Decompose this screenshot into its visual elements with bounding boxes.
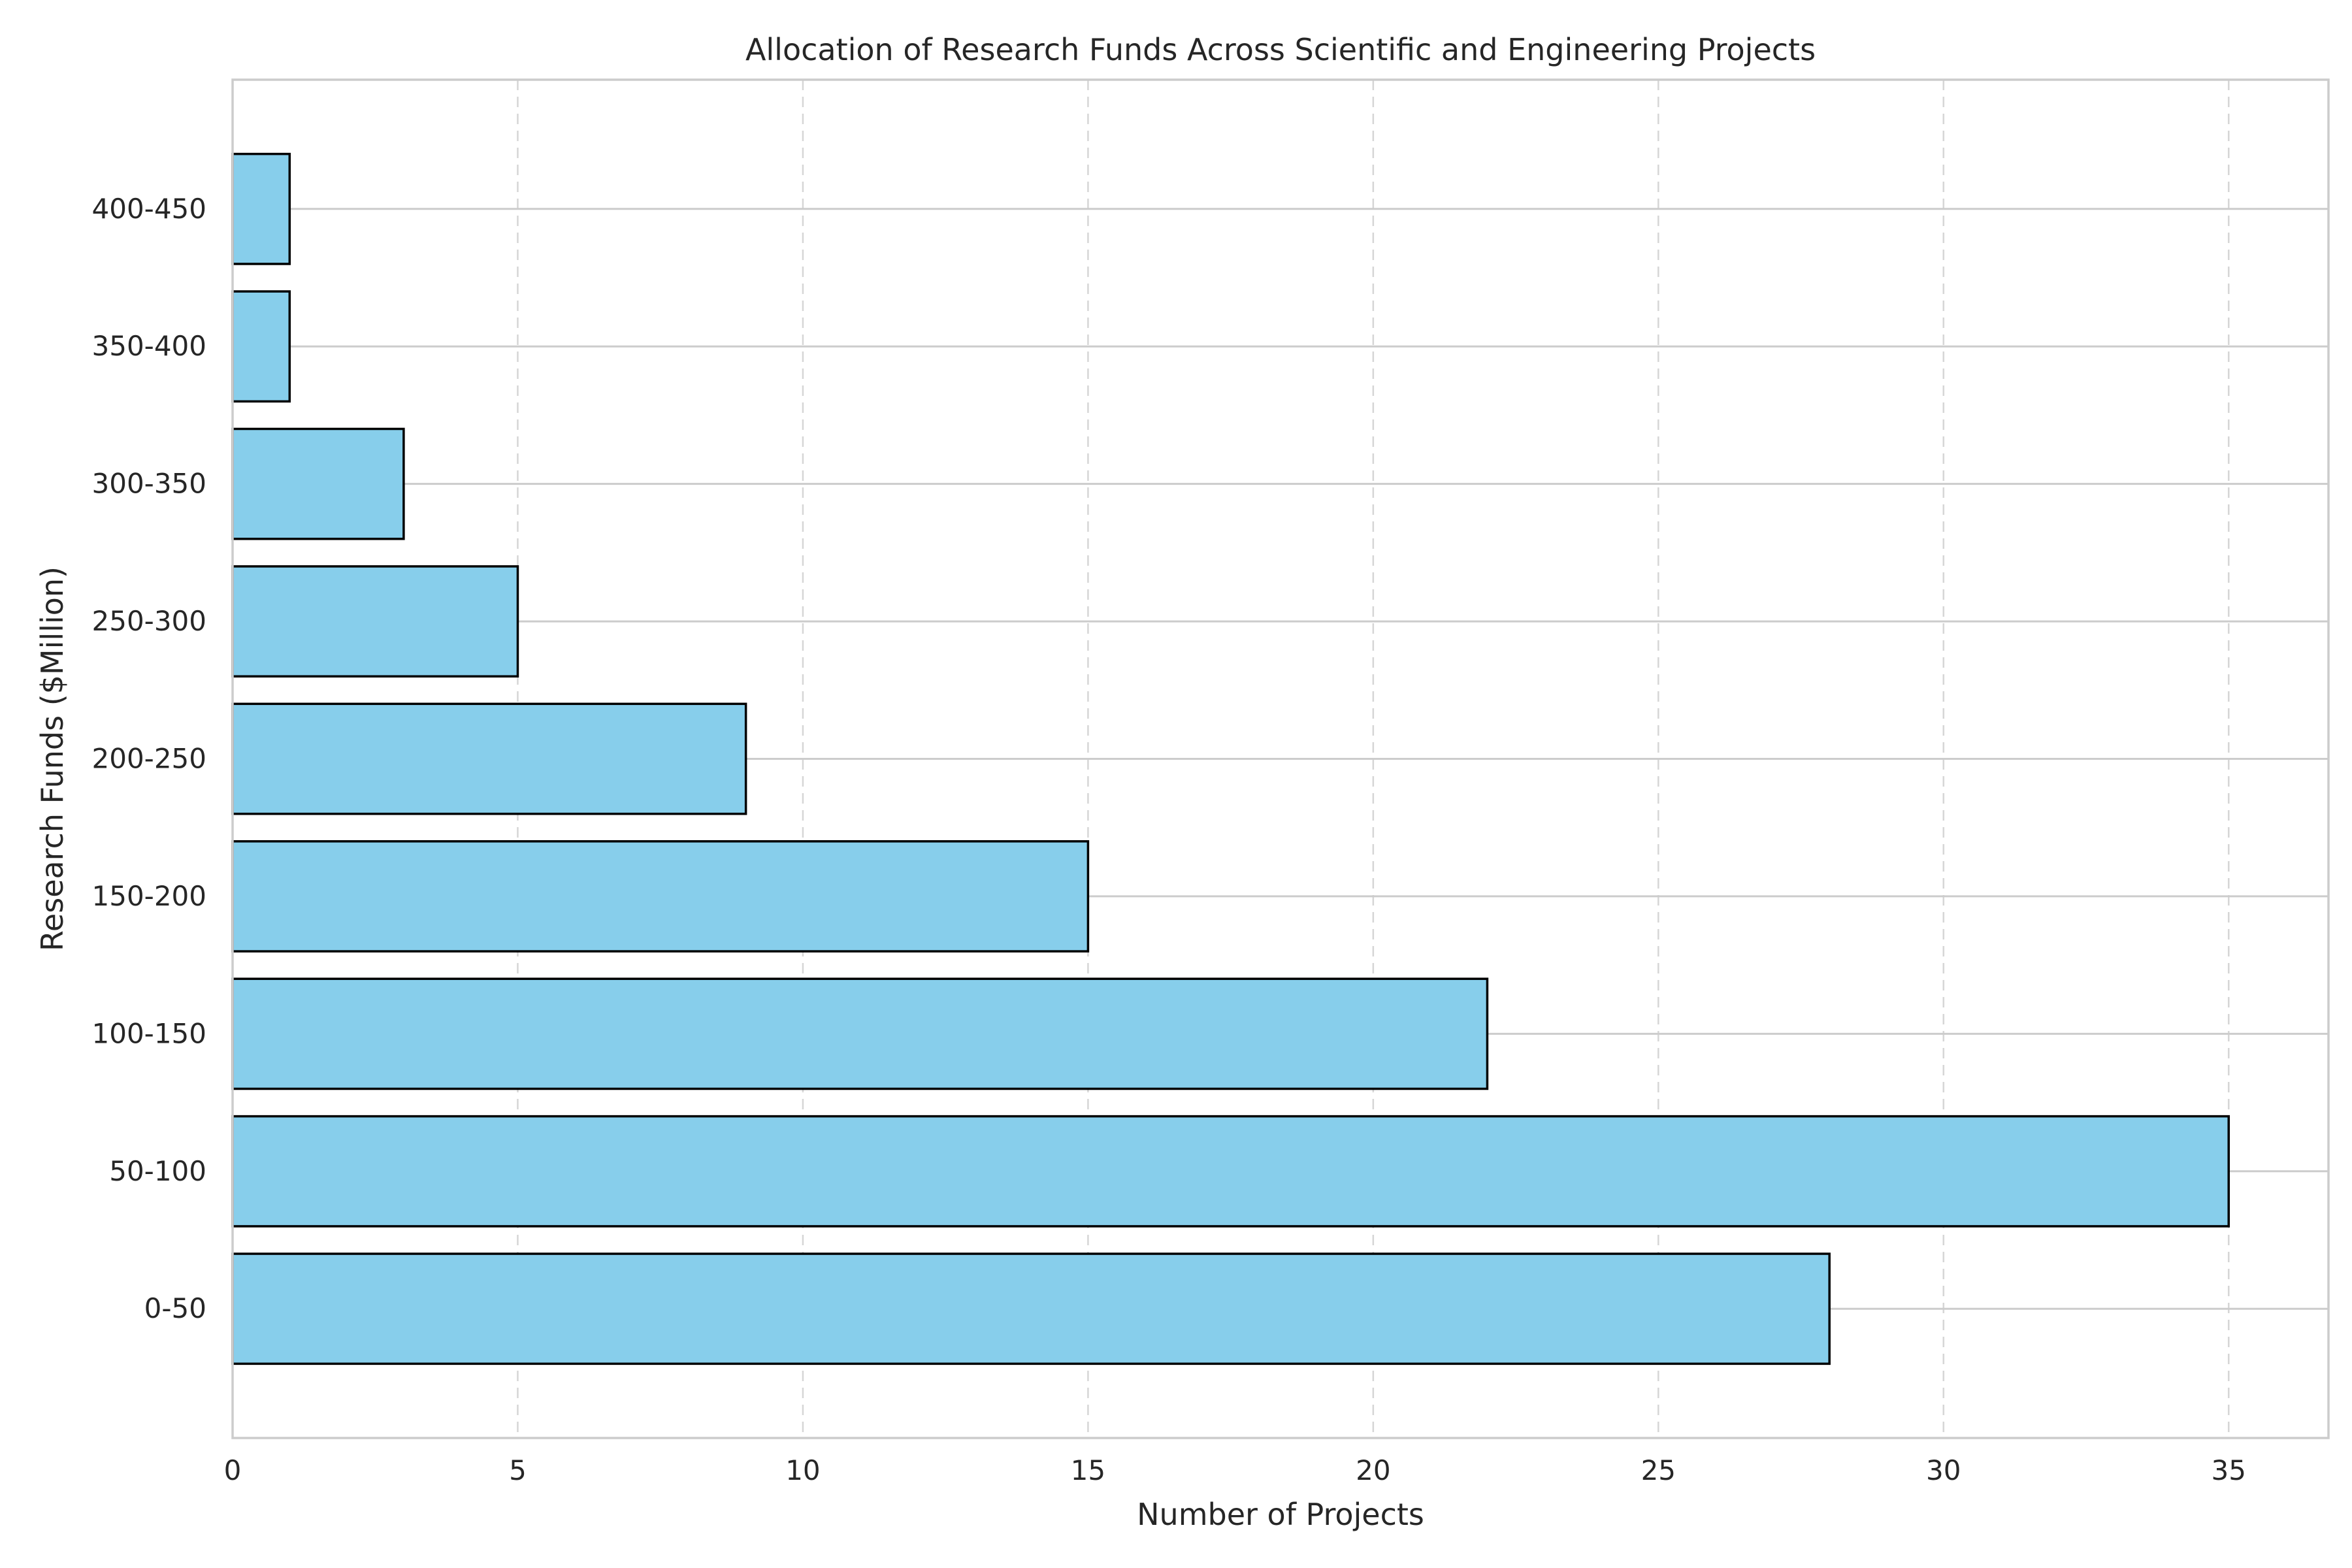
- x-tick-label: 25: [1641, 1454, 1676, 1486]
- y-tick-label: 0-50: [144, 1292, 206, 1324]
- x-tick-label: 15: [1071, 1454, 1105, 1486]
- plot-frame: [231, 78, 2330, 1439]
- y-tick-label: 100-150: [92, 1017, 207, 1049]
- axis-ticks: 0 5 10 15 20 25 30 35 0-50 50-100 100-150 150-200 20…: [92, 193, 2246, 1486]
- bars: [231, 152, 2230, 1365]
- chart-title: Allocation of Research Funds Across Scie…: [745, 32, 1816, 67]
- bar-150-200: [231, 840, 1090, 953]
- x-tick-label: 35: [2212, 1454, 2246, 1486]
- x-tick-label: 0: [224, 1454, 242, 1486]
- x-axis-label: Number of Projects: [1137, 1497, 1424, 1532]
- bar-200-250: [231, 702, 747, 815]
- y-tick-label: 350-400: [92, 330, 207, 362]
- y-tick-label: 400-450: [92, 193, 207, 225]
- x-tick-label: 20: [1356, 1454, 1390, 1486]
- bar-350-400: [231, 290, 291, 403]
- y-tick-label: 200-250: [92, 743, 207, 775]
- bar-300-350: [231, 427, 405, 540]
- x-tick-label: 5: [509, 1454, 527, 1486]
- bar-100-150: [231, 977, 1489, 1090]
- bar-50-100: [231, 1115, 2230, 1228]
- y-axis-label: Research Funds ($Million): [35, 566, 70, 951]
- y-tick-label: 150-200: [92, 880, 207, 912]
- y-tick-label: 300-350: [92, 468, 207, 500]
- x-tick-label: 30: [1926, 1454, 1961, 1486]
- y-tick-label: 50-100: [109, 1155, 206, 1187]
- x-tick-label: 10: [785, 1454, 820, 1486]
- y-tick-label: 250-300: [92, 605, 207, 637]
- bar-400-450: [231, 152, 291, 265]
- bar-0-50: [231, 1252, 1831, 1365]
- bar-250-300: [231, 565, 519, 678]
